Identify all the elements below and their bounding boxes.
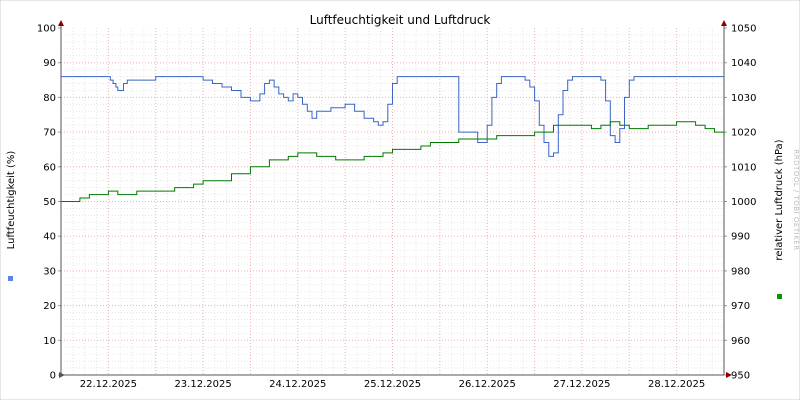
right-tick-label: 1050 — [731, 24, 756, 35]
left-tick-label: 90 — [43, 58, 56, 69]
right-tick-label: 980 — [731, 266, 750, 277]
right-tick-label: 970 — [731, 301, 750, 312]
x-tick-label: 25.12.2025 — [364, 379, 421, 390]
left-tick-label: 10 — [43, 336, 56, 347]
series-lines — [61, 76, 725, 202]
x-axis-arrow-left — [59, 372, 65, 378]
x-tick-label: 28.12.2025 — [648, 379, 705, 390]
left-series-legend-swatch — [8, 276, 13, 281]
left-tick-label: 40 — [43, 232, 56, 243]
left-axis-label: Luftfeuchtigkeit (%) — [6, 151, 17, 250]
left-tick-label: 0 — [50, 371, 56, 382]
humidity-series-line — [61, 76, 724, 157]
left-tick-label: 20 — [43, 301, 56, 312]
x-tick-label: 23.12.2025 — [174, 379, 231, 390]
chart-title: Luftfeuchtigkeit und Luftdruck — [310, 13, 491, 27]
right-tick-label: 990 — [731, 232, 750, 243]
right-tick-label: 1010 — [731, 162, 756, 173]
right-axis-label: relativer Luftdruck (hPa) — [774, 139, 785, 260]
right-tick-label: 950 — [731, 371, 750, 382]
x-tick-label: 26.12.2025 — [459, 379, 516, 390]
pressure-series-line — [61, 121, 725, 202]
x-tick-label: 22.12.2025 — [80, 379, 137, 390]
left-tick-label: 70 — [43, 128, 56, 139]
right-axis-arrow — [721, 20, 727, 26]
x-axis-arrow — [726, 372, 732, 378]
right-tick-label: 1030 — [731, 93, 756, 104]
left-tick-label: 60 — [43, 162, 56, 173]
x-tick-label: 24.12.2025 — [269, 379, 326, 390]
grid — [61, 28, 724, 375]
rrdtool-watermark: RRDTOOL / TOBI OETIKER — [792, 149, 800, 250]
right-tick-label: 1040 — [731, 58, 756, 69]
left-tick-label: 100 — [37, 24, 56, 35]
left-tick-label: 80 — [43, 93, 56, 104]
axes — [58, 20, 732, 378]
right-tick-label: 1000 — [731, 197, 756, 208]
tick-labels: 0102030405060708090100950960970980990100… — [37, 24, 757, 391]
x-tick-label: 27.12.2025 — [553, 379, 610, 390]
right-tick-label: 1020 — [731, 128, 756, 139]
right-series-legend-swatch — [777, 294, 782, 299]
left-axis-arrow — [58, 20, 64, 26]
left-tick-label: 50 — [43, 197, 56, 208]
left-tick-label: 30 — [43, 266, 56, 277]
right-tick-label: 960 — [731, 336, 750, 347]
